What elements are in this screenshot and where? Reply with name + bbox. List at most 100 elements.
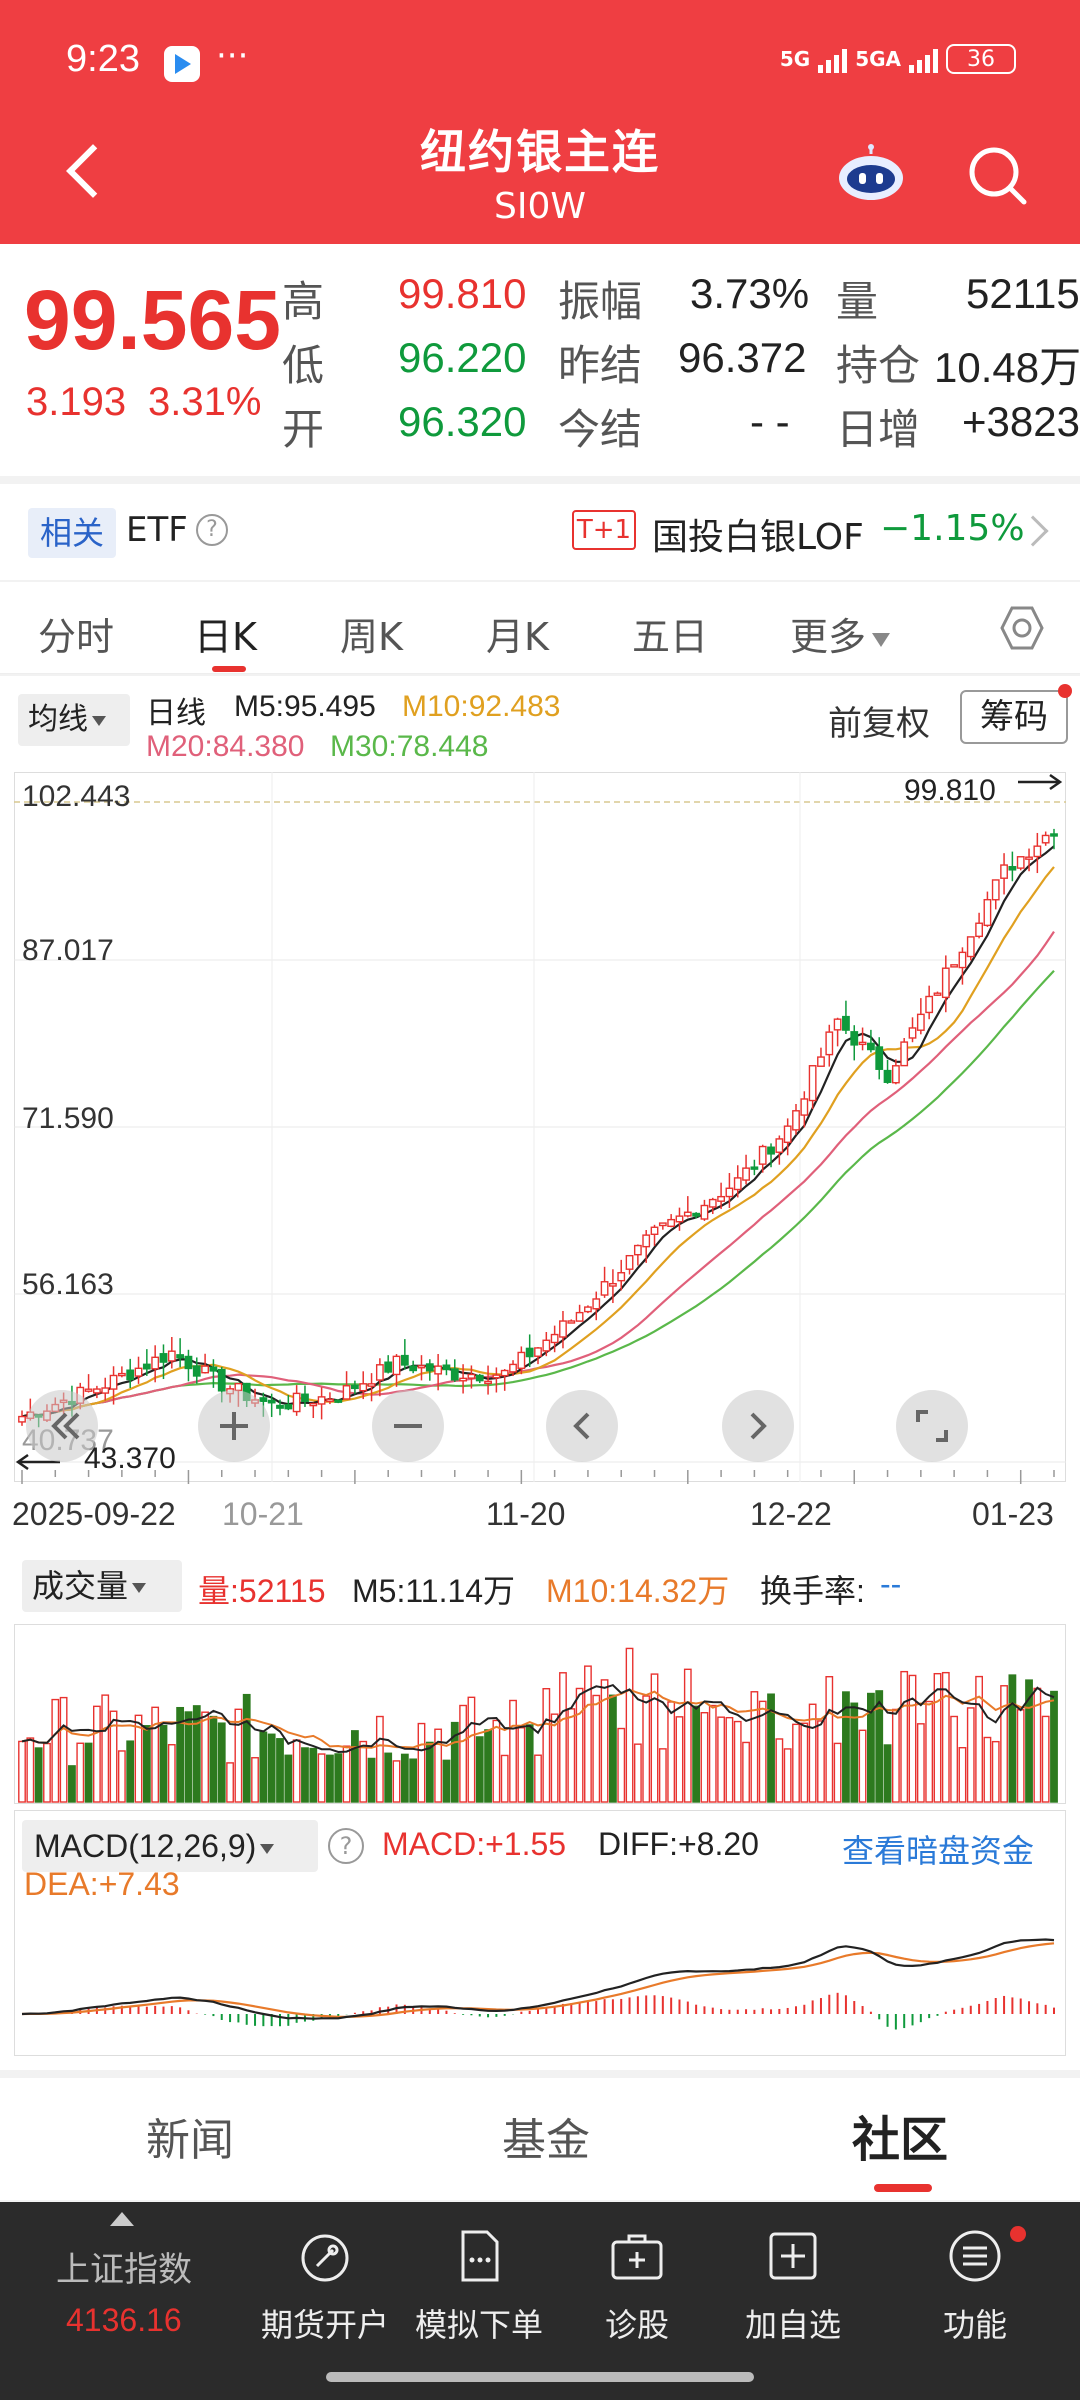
stock-diagnosis-label: 诊股 bbox=[604, 2306, 669, 2344]
signal-bars-icon bbox=[818, 45, 848, 73]
volume-value-label: 量:52115 bbox=[198, 1573, 326, 1609]
chevron-left-icon[interactable] bbox=[546, 1390, 618, 1462]
macd-chart[interactable] bbox=[14, 1810, 1066, 2056]
battery-icon: 36 bbox=[946, 44, 1016, 74]
settings-icon[interactable] bbox=[998, 604, 1046, 652]
page-subtitle: SI0W bbox=[494, 186, 586, 227]
robot-icon[interactable] bbox=[836, 144, 906, 204]
minus-icon[interactable] bbox=[372, 1390, 444, 1462]
simulated-order-button[interactable]: 模拟下单 bbox=[404, 2226, 554, 2346]
tab-community[interactable]: 社区 bbox=[852, 2112, 949, 2168]
active-tab-underline bbox=[212, 666, 246, 672]
open-interest-label: 持仓 bbox=[836, 341, 921, 390]
forward-adjust-label[interactable]: 前复权 bbox=[828, 704, 930, 744]
tab-intraday[interactable]: 分时 bbox=[38, 615, 115, 659]
index-name[interactable]: 上证指数 bbox=[56, 2250, 192, 2290]
volume-value: 52115 bbox=[966, 270, 1080, 317]
y-tick-1: 102.443 bbox=[22, 780, 131, 813]
search-icon[interactable] bbox=[968, 146, 1028, 206]
tab-news[interactable]: 新闻 bbox=[146, 2115, 234, 2166]
tab-monthly-k[interactable]: 月K bbox=[486, 615, 549, 659]
dea-value: DEA:+7.43 bbox=[24, 1866, 180, 1902]
x-tick-4: 12-22 bbox=[750, 1496, 832, 1532]
daily-change-label: 日增 bbox=[836, 405, 921, 454]
info-icon[interactable]: ? bbox=[196, 514, 228, 546]
kline-chart[interactable] bbox=[14, 772, 1066, 1482]
volume-m5-label: M5:11.14万 bbox=[352, 1573, 516, 1609]
x-tick-5: 01-23 bbox=[972, 1496, 1054, 1532]
caret-down-icon bbox=[872, 632, 891, 647]
add-watchlist-label: 加自选 bbox=[744, 2306, 841, 2344]
macd-select-label: MACD(12,26,9) bbox=[34, 1828, 257, 1864]
x-tick-3: 11-20 bbox=[486, 1496, 566, 1532]
play-store-icon bbox=[164, 46, 200, 82]
low-label: 低 bbox=[282, 341, 325, 390]
x-tick-2: 10-21 bbox=[222, 1496, 304, 1532]
low-value: 96.220 bbox=[398, 334, 527, 381]
help-icon[interactable]: ? bbox=[328, 1828, 364, 1864]
today-settle-label: 今结 bbox=[558, 405, 643, 454]
turnover-value: -- bbox=[880, 1566, 902, 1602]
chevron-right-icon[interactable] bbox=[722, 1390, 794, 1462]
active-news-tab-underline bbox=[874, 2184, 932, 2192]
macd-select[interactable]: MACD(12,26,9) bbox=[22, 1820, 318, 1872]
expand-up-icon[interactable] bbox=[110, 2212, 134, 2226]
volume-m10-label: M10:14.32万 bbox=[546, 1573, 730, 1609]
open-value: 96.320 bbox=[398, 398, 527, 445]
futures-account-label: 期货开户 bbox=[260, 2306, 389, 2344]
amplitude-value: 3.73% bbox=[690, 270, 810, 317]
prev-settle-label: 昨结 bbox=[558, 341, 643, 390]
stock-diagnosis-button[interactable]: 诊股 bbox=[562, 2226, 712, 2346]
status-right: 5G 5GA 36 bbox=[780, 44, 1016, 74]
add-square-icon bbox=[769, 2232, 817, 2280]
tab-five-day[interactable]: 五日 bbox=[632, 615, 709, 659]
related-etf-row[interactable]: 相关 ETF ? T+1 国投白银LOF −1.15% bbox=[0, 484, 1080, 580]
tab-daily-k[interactable]: 日K bbox=[194, 615, 257, 659]
open-futures-account-button[interactable]: 期货开户 bbox=[250, 2226, 400, 2346]
ma-select[interactable]: 均线 bbox=[18, 694, 130, 746]
prev-settle-value: 96.372 bbox=[678, 334, 807, 381]
high-label: 高 bbox=[282, 277, 325, 326]
chips-button[interactable]: 筹码 bbox=[960, 690, 1068, 744]
notification-dot bbox=[1058, 684, 1072, 698]
index-value: 4136.16 bbox=[66, 2302, 182, 2338]
tab-fund[interactable]: 基金 bbox=[502, 2115, 590, 2166]
y-tick-2: 87.017 bbox=[22, 934, 114, 967]
volume-chart[interactable] bbox=[14, 1624, 1066, 1804]
functions-button[interactable]: 功能 bbox=[900, 2226, 1050, 2346]
status-more-dots: ··· bbox=[216, 36, 249, 76]
volume-select[interactable]: 成交量 bbox=[22, 1560, 182, 1612]
related-tag: 相关 bbox=[28, 508, 116, 558]
tab-more-label: 更多 bbox=[790, 615, 867, 659]
chart-period-tabs: 分时 日K 周K 月K 五日 更多 bbox=[0, 582, 1080, 674]
tab-weekly-k[interactable]: 周K bbox=[340, 615, 403, 659]
zoom-in-icon[interactable] bbox=[198, 1390, 270, 1462]
y-tick-4: 56.163 bbox=[22, 1268, 114, 1301]
futures-account-icon bbox=[301, 2234, 349, 2282]
open-label: 开 bbox=[282, 405, 325, 454]
network-5g: 5G bbox=[779, 47, 811, 71]
tab-more[interactable]: 更多 bbox=[790, 606, 891, 661]
zoom-out-icon[interactable] bbox=[26, 1390, 98, 1462]
last-price: 99.565 bbox=[24, 273, 281, 367]
add-watchlist-button[interactable]: 加自选 bbox=[718, 2226, 868, 2346]
today-settle-value: - - bbox=[750, 398, 790, 445]
dark-pool-link[interactable]: 查看暗盘资金 bbox=[842, 1833, 1035, 1869]
network-5ga: 5GA bbox=[855, 47, 901, 71]
ma-select-label: 均线 bbox=[28, 702, 88, 737]
status-time: 9:23 bbox=[66, 38, 140, 80]
caret-down-icon bbox=[132, 1583, 147, 1593]
etf-label: ETF bbox=[126, 510, 188, 550]
fullscreen-icon[interactable] bbox=[896, 1390, 968, 1462]
quote-panel: 99.565 3.193 3.31% 高 99.810 低 96.220 开 9… bbox=[0, 244, 1080, 476]
price-change-pct: 3.31% bbox=[148, 380, 262, 424]
m30-label: M30:78.448 bbox=[330, 730, 489, 763]
app-header: 9:23 ··· 5G 5GA 36 纽约银主连 SI0W bbox=[0, 0, 1080, 244]
news-tabs: 新闻 基金 社区 bbox=[0, 2078, 1080, 2200]
volume-select-label: 成交量 bbox=[32, 1567, 129, 1605]
diff-value: DIFF:+8.20 bbox=[598, 1826, 759, 1862]
volume-label: 量 bbox=[836, 277, 879, 326]
time-axis-ticks bbox=[21, 1470, 1055, 1484]
y-tick-3: 71.590 bbox=[22, 1102, 114, 1135]
fund-name[interactable]: 国投白银LOF bbox=[652, 517, 864, 558]
